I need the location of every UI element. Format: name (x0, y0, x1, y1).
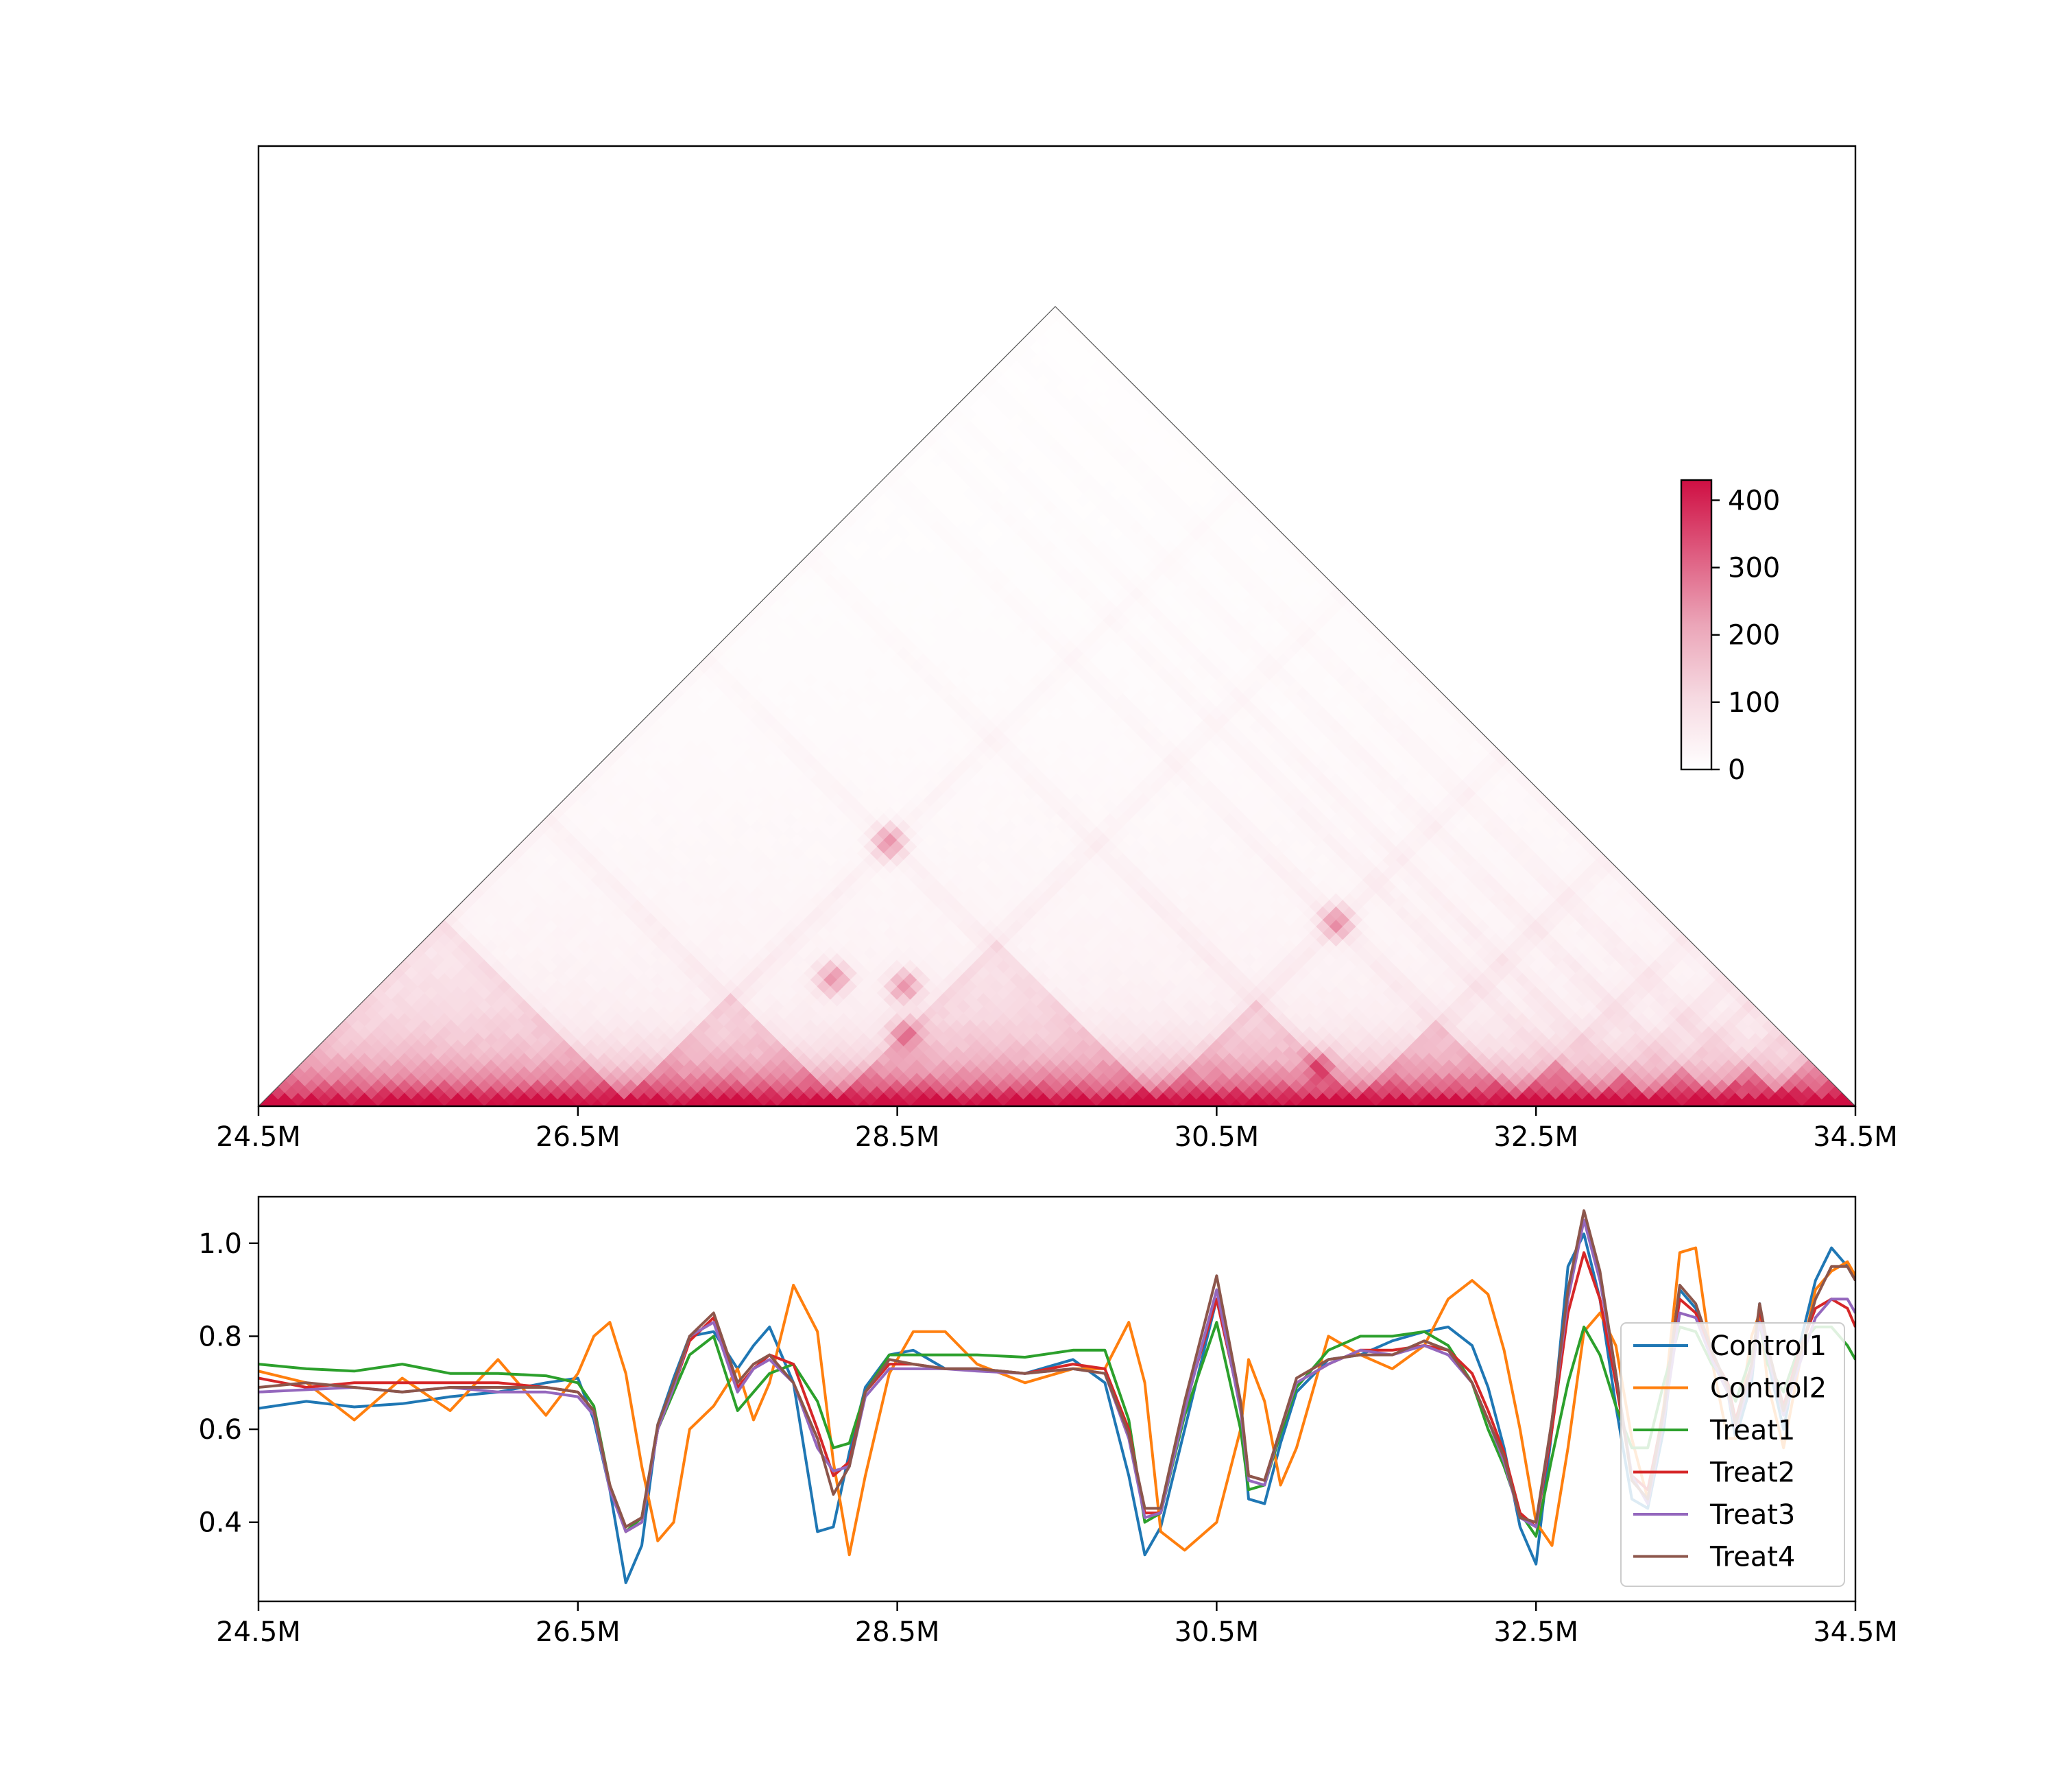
heatmap-cell (324, 1099, 339, 1106)
heatmap-cell (331, 1025, 346, 1040)
heatmap-cell (324, 1086, 339, 1100)
heatmap-cell (650, 759, 665, 774)
heatmap-cell (923, 500, 938, 514)
heatmap-cell (551, 872, 565, 887)
heatmap-cell (351, 1072, 365, 1087)
heatmap-cell (910, 500, 925, 514)
heatmap-cell (650, 773, 665, 787)
heatmap-cell (1063, 320, 1078, 335)
heatmap-cell (351, 1059, 365, 1074)
heatmap-cell (450, 959, 466, 974)
heatmap-cell (271, 1086, 286, 1100)
heatmap-cell (1043, 313, 1058, 328)
heatmap-cell (1050, 320, 1064, 335)
heatmap-cells (258, 307, 1855, 1106)
heatmap-cell (1009, 400, 1024, 415)
heatmap-cell (324, 1072, 339, 1087)
heatmap-cell (1036, 320, 1051, 335)
heatmap-cell (823, 599, 838, 614)
heatmap-cell (1050, 307, 1064, 322)
heatmap-cell (331, 1039, 346, 1053)
heatmap-cell (324, 1059, 339, 1074)
heatmap-panel: 24.5M 26.5M 28.5M 30.5M 32.5M 34.5M 010020030… (216, 145, 1898, 1153)
heatmap-cell (551, 859, 565, 874)
heatmap-cell (810, 599, 825, 614)
heatmap-cell (351, 1086, 365, 1100)
heatmap-cell (450, 972, 466, 987)
heatmap-cell (1023, 400, 1037, 415)
